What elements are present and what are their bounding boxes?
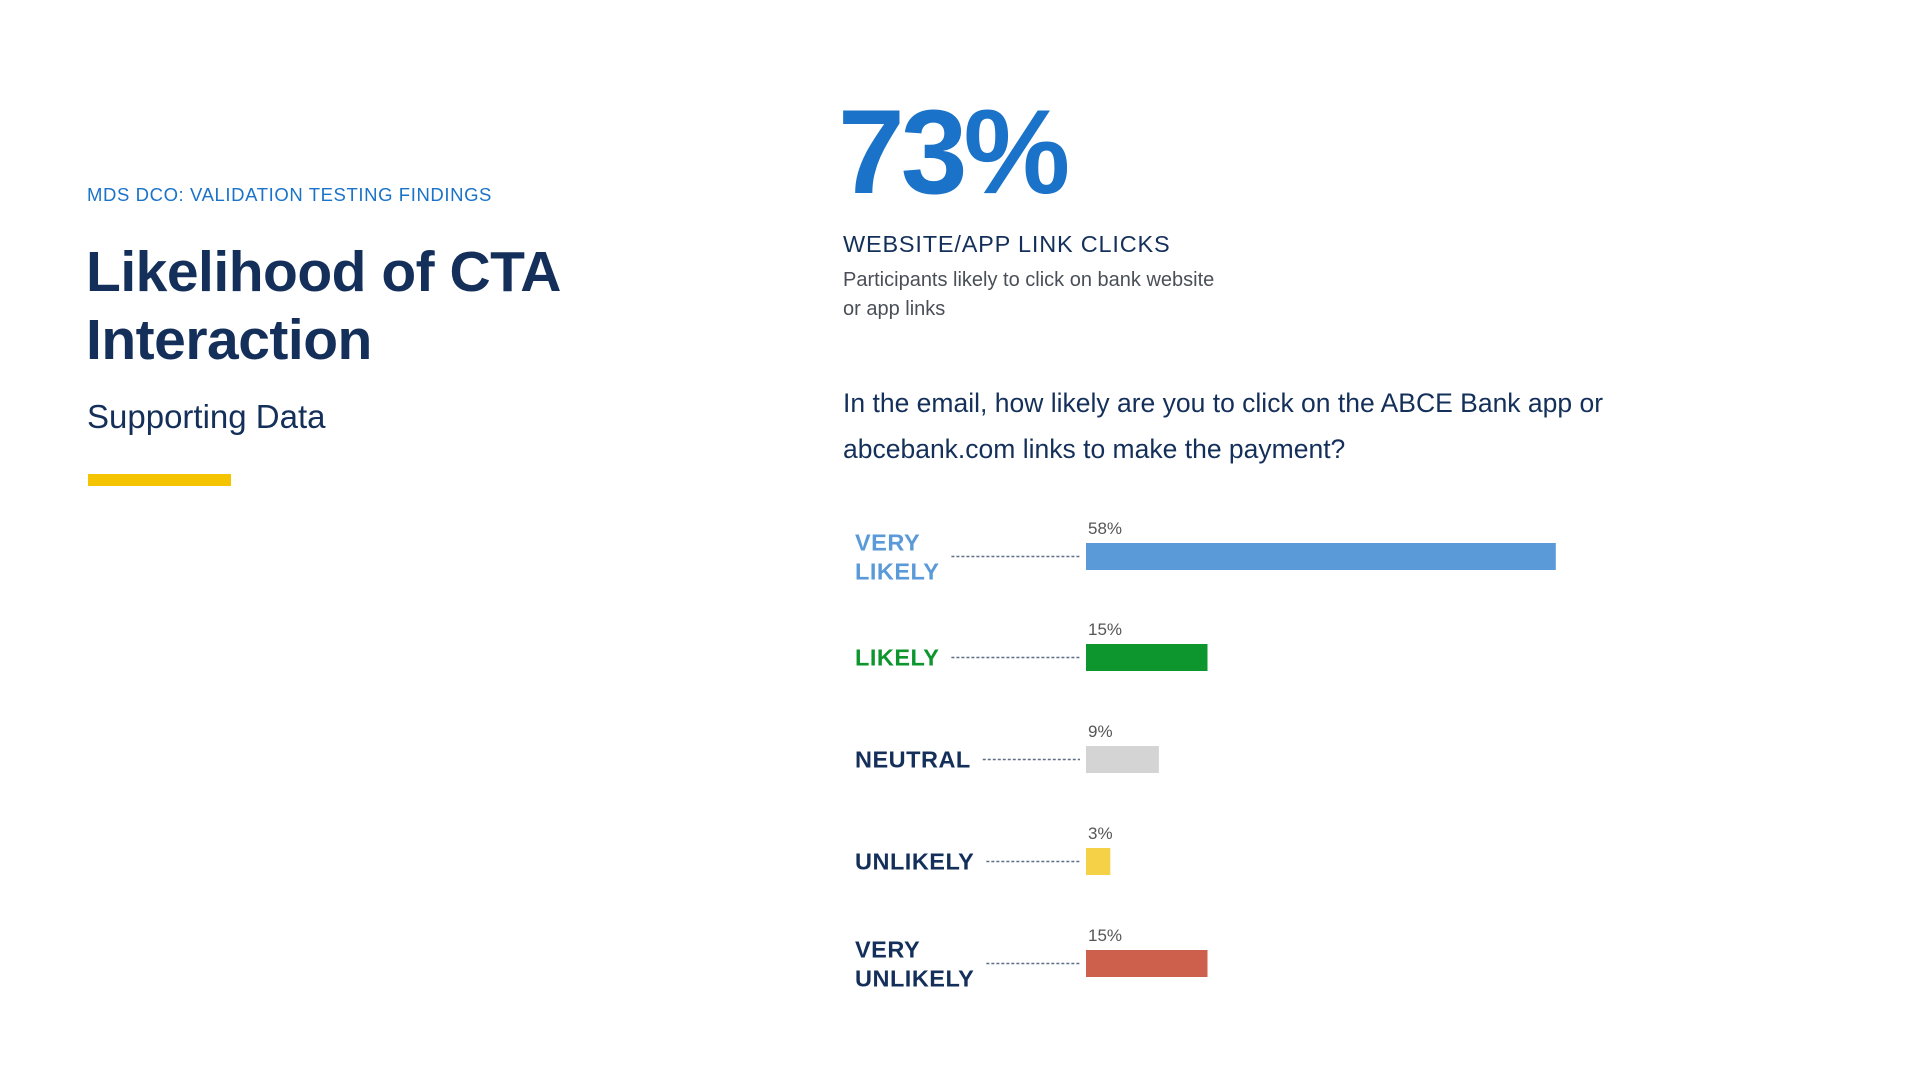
page-subtitle: Supporting Data <box>87 398 326 435</box>
survey-question: In the email, how likely are you to clic… <box>843 388 1604 464</box>
category-label: VERY UNLIKELY <box>855 937 974 992</box>
bar <box>1086 746 1159 773</box>
value-label: 9% <box>1088 722 1113 741</box>
value-label: 58% <box>1088 519 1122 538</box>
value-label: 15% <box>1088 620 1122 639</box>
stat-label: WEBSITE/APP LINK CLICKS <box>843 231 1171 257</box>
value-label: 15% <box>1088 926 1122 945</box>
category-label: UNLIKELY <box>855 849 974 875</box>
value-label: 3% <box>1088 824 1113 843</box>
category-label: LIKELY <box>855 645 939 671</box>
bar <box>1086 644 1208 671</box>
bar <box>1086 848 1111 875</box>
stat-description: Participants likely to click on bank web… <box>843 269 1215 320</box>
stat-value: 73% <box>838 85 1070 219</box>
page-title: Likelihood of CTA Interaction <box>86 240 559 372</box>
bar <box>1086 950 1208 977</box>
eyebrow-label: MDS DCO: VALIDATION TESTING FINDINGS <box>87 184 492 205</box>
accent-bar <box>88 474 231 486</box>
category-label: NEUTRAL <box>855 747 971 773</box>
category-label: VERY LIKELY <box>855 530 939 585</box>
bar <box>1086 543 1556 570</box>
